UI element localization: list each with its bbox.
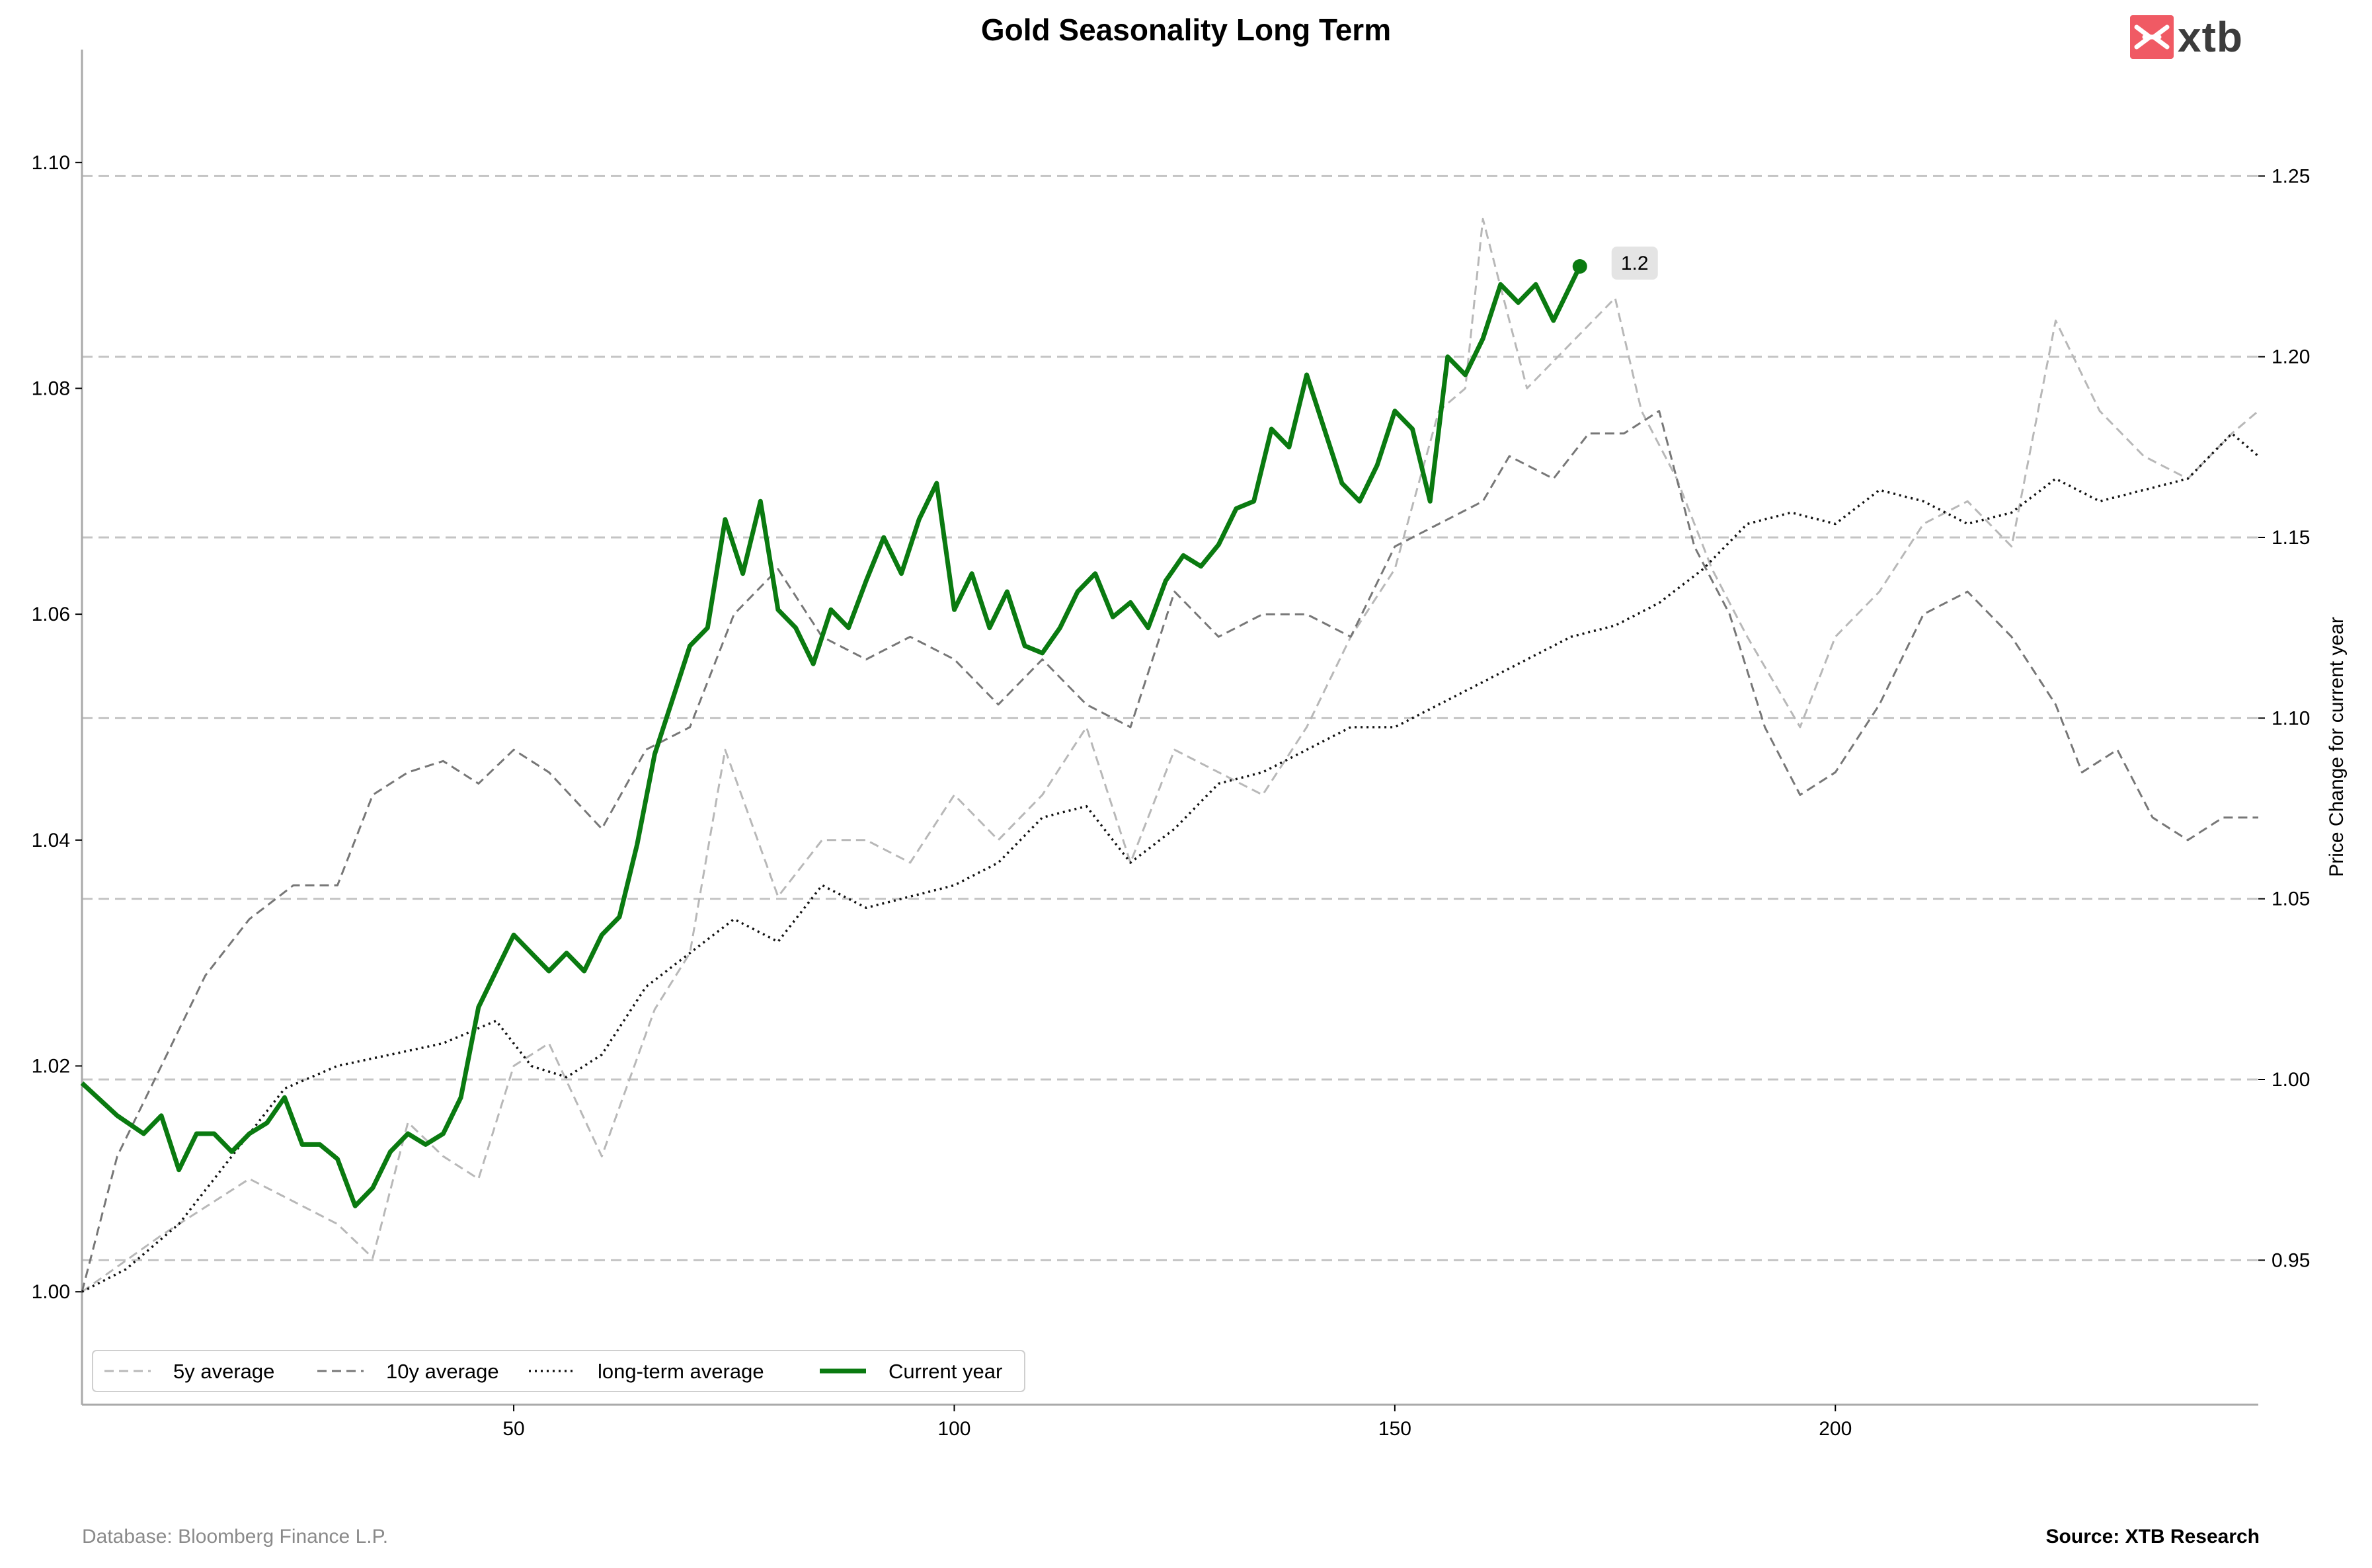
left-tick-label: 1.08	[32, 378, 70, 400]
axes: 1.00 1.02 1.04 1.06 1.08 1.10 0.95 1.00 1.05 1.10…	[32, 50, 2310, 1440]
x-tick-label: 150	[1378, 1418, 1411, 1440]
right-tick-label: 1.25	[2272, 165, 2310, 187]
right-axis-label: Price Change for current year	[2326, 617, 2348, 877]
chart-title: Gold Seasonality Long Term	[980, 13, 1392, 47]
database-note: Database: Bloomberg Finance L.P.	[82, 1526, 389, 1548]
series-group	[80, 217, 2260, 1293]
annotations: 1.2	[1572, 247, 1658, 280]
left-tick-label: 1.04	[32, 830, 70, 851]
series-line-long-term-average	[81, 432, 2260, 1293]
source-note: Source: XTB Research	[2045, 1526, 2260, 1548]
legend: 5y average 10y average long-term average Cu…	[92, 1350, 1025, 1392]
left-tick-label: 1.06	[32, 604, 70, 625]
current-value-badge	[1611, 247, 1658, 280]
current-value-label: 1.2	[1621, 253, 1649, 274]
x-tick-label: 100	[937, 1418, 970, 1440]
series-line-current-year	[80, 265, 1582, 1208]
right-tick-label: 1.15	[2272, 527, 2310, 549]
x-tick-label: 50	[502, 1418, 524, 1440]
left-tick-label: 1.10	[32, 152, 70, 174]
grid	[82, 175, 2258, 1261]
current-value-marker	[1572, 259, 1587, 274]
right-tick-label: 1.10	[2272, 707, 2310, 729]
right-tick-label: 0.95	[2272, 1249, 2310, 1271]
xtb-logo-icon	[2130, 15, 2174, 59]
xtb-logo: xtb	[2130, 15, 2243, 59]
right-tick-label: 1.05	[2272, 888, 2310, 910]
series-line-5y-average	[81, 217, 2259, 1293]
left-tick-label: 1.00	[32, 1281, 70, 1303]
legend-label: long-term average	[598, 1360, 764, 1383]
right-tick-label: 1.20	[2272, 346, 2310, 368]
legend-label: 10y average	[386, 1360, 499, 1383]
left-tick-label: 1.02	[32, 1056, 70, 1078]
legend-label: 5y average	[173, 1360, 274, 1383]
legend-label: Current year	[889, 1360, 1002, 1383]
right-tick-label: 1.00	[2272, 1069, 2310, 1091]
series-line-10y-average	[81, 410, 2258, 1292]
x-tick-label: 200	[1819, 1418, 1852, 1440]
xtb-logo-text: xtb	[2178, 13, 2243, 61]
